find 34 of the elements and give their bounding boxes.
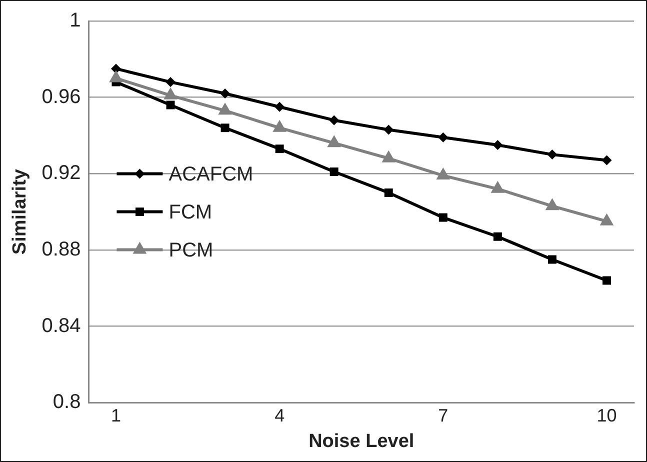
y-tick-label: 1	[70, 10, 81, 32]
point	[110, 64, 121, 74]
point	[166, 77, 176, 88]
y-tick-label: 0.8	[52, 391, 81, 414]
y-tick-label: 0.84	[42, 314, 81, 337]
point	[384, 124, 394, 135]
point	[438, 213, 448, 222]
point	[166, 100, 175, 110]
x-tick-label: 7	[438, 405, 448, 426]
point	[330, 167, 338, 176]
legend-label: FCM	[168, 201, 212, 224]
x-tick-label: 10	[596, 405, 617, 426]
point	[602, 155, 612, 166]
point	[220, 124, 230, 132]
x-tick-label: 1	[110, 405, 121, 426]
x-tick-label: 4	[274, 405, 285, 426]
x-axis-title: Noise Level	[308, 430, 414, 452]
point	[492, 140, 503, 150]
y-tick-label: 0.88	[42, 238, 81, 260]
point	[548, 255, 556, 264]
point	[275, 144, 284, 154]
y-tick-label: 0.96	[42, 86, 81, 108]
legend-label: ACAFCM	[168, 163, 254, 186]
point	[493, 232, 502, 241]
point	[274, 102, 285, 112]
point	[602, 276, 611, 285]
point	[438, 132, 448, 142]
y-tick-label: 0.92	[42, 162, 81, 184]
y-axis-title: Similarity	[10, 168, 31, 255]
point	[384, 188, 393, 197]
legend-label: PCM	[168, 239, 214, 262]
point	[329, 115, 340, 126]
point	[547, 150, 558, 160]
point	[220, 88, 230, 99]
